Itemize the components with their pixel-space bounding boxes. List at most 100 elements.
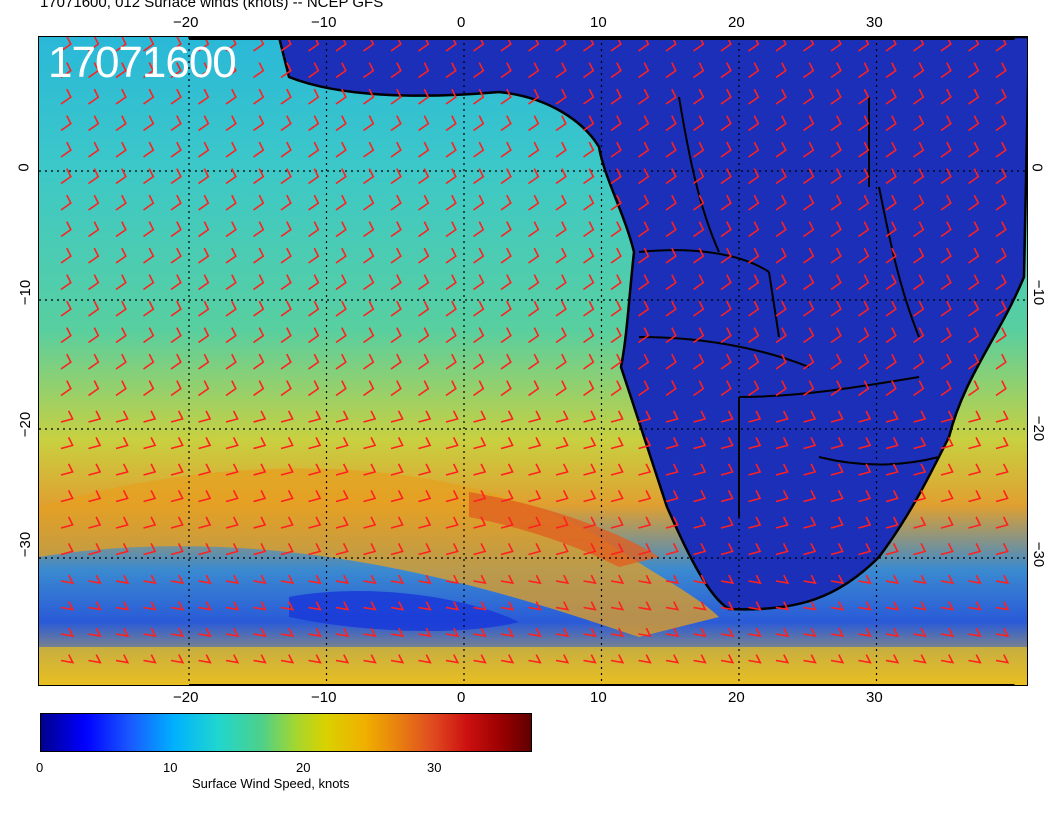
wind-barb xyxy=(88,274,100,291)
colorbar-tick-label: 30 xyxy=(427,760,442,775)
wind-barb xyxy=(555,221,567,238)
wind-barb xyxy=(60,543,74,556)
wind-barb xyxy=(528,380,540,397)
wind-barb xyxy=(555,437,569,450)
wind-barb xyxy=(225,168,237,185)
right-tick-label: −30 xyxy=(1030,541,1048,568)
wind-barb xyxy=(720,247,732,264)
wind-barb xyxy=(940,654,955,664)
wind-barb xyxy=(830,194,842,211)
wind-barb xyxy=(885,221,897,238)
wind-barb xyxy=(638,380,650,397)
wind-barb xyxy=(253,247,265,264)
wind-barb xyxy=(610,221,622,238)
wind-barb xyxy=(775,601,790,611)
wind-barb xyxy=(253,300,265,317)
wind-barb xyxy=(115,88,127,105)
wind-barb xyxy=(280,437,294,450)
wind-barb xyxy=(830,380,842,397)
wind-barb xyxy=(88,168,100,185)
wind-barb xyxy=(60,353,72,370)
wind-barb xyxy=(198,463,212,476)
wind-barb xyxy=(363,627,377,638)
wind-barb xyxy=(170,168,182,185)
wind-barb xyxy=(143,62,155,79)
wind-barb xyxy=(253,574,267,585)
wind-barb xyxy=(308,353,320,370)
wind-barb xyxy=(638,490,652,503)
high-wind-band xyxy=(39,468,719,637)
wind-barb xyxy=(583,300,595,317)
wind-barb xyxy=(390,88,402,105)
wind-barb xyxy=(473,168,485,185)
wind-barb xyxy=(968,168,980,185)
wind-barb xyxy=(60,410,74,423)
wind-barb xyxy=(253,516,267,529)
wind-barb xyxy=(638,247,650,264)
wind-barb xyxy=(775,194,787,211)
wind-barb xyxy=(225,627,240,638)
wind-barb xyxy=(638,463,652,476)
wind-barb xyxy=(253,168,265,185)
wind-barb xyxy=(968,221,980,238)
wind-barb xyxy=(665,516,679,529)
wind-map xyxy=(38,36,1028,686)
wind-barb xyxy=(720,490,734,503)
wind-barb xyxy=(143,437,157,450)
colorbar-tick-label: 0 xyxy=(36,760,44,775)
wind-barb xyxy=(858,574,872,585)
wind-barb xyxy=(418,300,430,317)
wind-barb xyxy=(60,380,72,397)
wind-barb xyxy=(665,574,680,585)
wind-barb xyxy=(198,115,210,132)
wind-barb xyxy=(528,62,540,79)
wind-barb xyxy=(335,221,347,238)
wind-barb xyxy=(748,168,760,185)
wind-barb xyxy=(445,490,459,503)
wind-barb xyxy=(720,274,732,291)
wind-barb xyxy=(555,463,569,476)
wind-barb xyxy=(115,274,127,291)
wind-barb xyxy=(940,380,952,397)
wind-barb xyxy=(528,353,540,370)
top-tick-label: 20 xyxy=(728,14,745,31)
wind-barb xyxy=(555,654,570,664)
wind-barb xyxy=(610,88,622,105)
wind-barb xyxy=(968,654,982,664)
wind-barb xyxy=(418,543,432,556)
wind-barb xyxy=(445,274,457,291)
wind-barb xyxy=(830,627,845,638)
wind-barb xyxy=(363,601,377,611)
wind-barb xyxy=(528,221,540,238)
wind-barb xyxy=(940,194,952,211)
wind-barb xyxy=(693,168,705,185)
wind-barb xyxy=(693,574,707,585)
colorbar-tick-label: 20 xyxy=(296,760,311,775)
wind-barb xyxy=(418,141,430,158)
wind-barb xyxy=(170,141,182,158)
wind-barb xyxy=(528,194,540,211)
wind-barb xyxy=(940,88,952,105)
wind-barb xyxy=(225,300,237,317)
wind-barb xyxy=(88,627,102,638)
wind-barb xyxy=(913,490,927,503)
wind-barb xyxy=(913,410,927,423)
wind-barb xyxy=(803,327,815,344)
wind-barb xyxy=(555,88,567,105)
wind-barb xyxy=(885,194,897,211)
wind-barb xyxy=(858,516,872,529)
wind-barb xyxy=(638,353,650,370)
wind-barb xyxy=(280,463,294,476)
wind-barb xyxy=(995,543,1009,556)
wind-barb xyxy=(445,380,457,397)
wind-barb xyxy=(280,168,292,185)
wind-barb xyxy=(500,463,514,476)
wind-barb xyxy=(88,380,100,397)
wind-barb xyxy=(280,543,294,556)
wind-barb xyxy=(445,654,460,664)
wind-barb xyxy=(913,353,925,370)
wind-barb xyxy=(830,437,844,450)
wind-barb xyxy=(198,141,210,158)
wind-barb xyxy=(170,88,182,105)
wind-barb xyxy=(583,543,597,556)
